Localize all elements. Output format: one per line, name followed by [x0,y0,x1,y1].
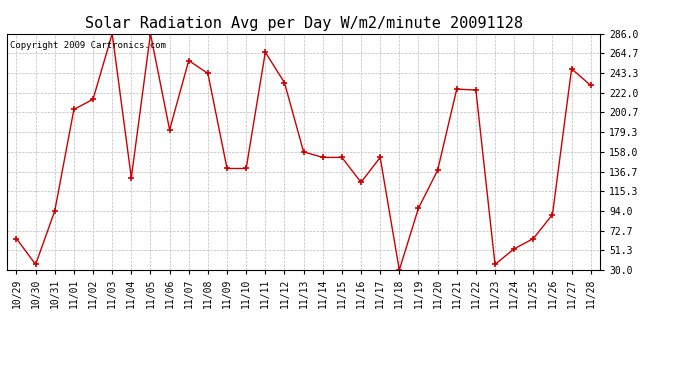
Text: Copyright 2009 Cartronics.com: Copyright 2009 Cartronics.com [10,41,166,50]
Title: Solar Radiation Avg per Day W/m2/minute 20091128: Solar Radiation Avg per Day W/m2/minute … [85,16,522,31]
